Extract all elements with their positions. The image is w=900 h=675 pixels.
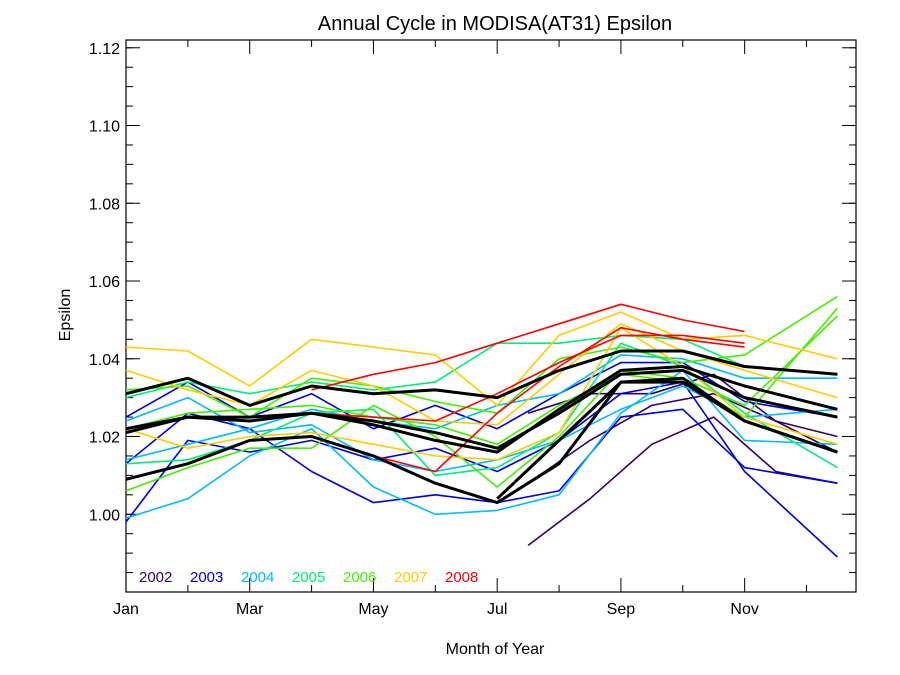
series-line-2002	[527, 392, 838, 484]
y-tick-label: 1.12	[89, 41, 120, 58]
series-line-black	[496, 380, 838, 500]
legend-entry-2002: 2002	[139, 569, 172, 586]
series-line-2008	[311, 334, 745, 422]
series-line-2008	[311, 326, 745, 473]
x-tick-label: Jul	[487, 601, 507, 618]
legend-entry-2005: 2005	[292, 569, 325, 586]
legend-entry-2004: 2004	[241, 569, 274, 586]
x-tick-label: Mar	[236, 601, 264, 618]
series-line-black	[125, 368, 838, 450]
legend-entry-2003: 2003	[190, 569, 223, 586]
legend-entry-2007: 2007	[394, 569, 427, 586]
x-tick-label: Jan	[113, 601, 139, 618]
legend-entry-2008: 2008	[445, 569, 478, 586]
y-tick-label: 1.00	[89, 507, 120, 524]
series-line-2003	[125, 381, 838, 558]
y-axis-label: Epsilon	[57, 289, 74, 341]
series-line-2006	[125, 315, 838, 492]
plot-frame	[125, 39, 857, 593]
series-layer	[125, 295, 839, 558]
series-line-black	[125, 376, 838, 505]
series-line-2002	[527, 416, 838, 547]
y-tick-label: 1.08	[89, 196, 120, 213]
series-line-black	[125, 349, 838, 407]
series-line-2005	[125, 334, 838, 399]
series-line-2007	[125, 311, 838, 407]
x-tick-label: Nov	[730, 601, 758, 618]
y-tick-label: 1.04	[89, 352, 120, 369]
legend: 2002 2003 2004 2005 2006 2007 2008	[139, 569, 478, 586]
chart-title: Annual Cycle in MODISA(AT31) Epsilon	[318, 13, 672, 35]
y-tick-label: 1.02	[89, 430, 120, 447]
y-tick-label: 1.10	[89, 119, 120, 136]
series-line-black	[125, 365, 838, 454]
x-tick-label: May	[358, 601, 388, 618]
x-axis-label: Month of Year	[446, 641, 545, 658]
series-line-2008	[311, 303, 745, 391]
x-tick-label: Sep	[607, 601, 636, 618]
legend-entry-2006: 2006	[343, 569, 376, 586]
plot-area: 1.00 1.02 1.04 1.06 1.08 1.10 1.12 Jan Mar May Jul…	[89, 39, 857, 618]
series-line-2004	[125, 385, 838, 473]
y-tick-label: 1.06	[89, 274, 120, 291]
